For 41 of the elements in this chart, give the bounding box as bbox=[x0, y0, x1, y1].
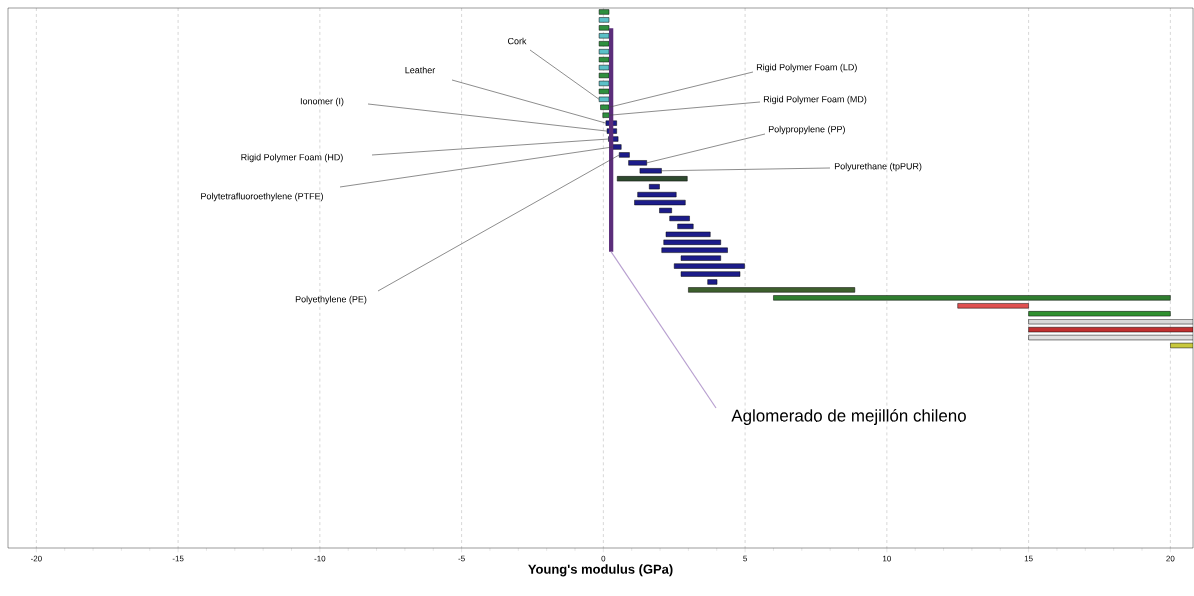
bar bbox=[677, 223, 694, 230]
annotation: Polyurethane (tpPUR) bbox=[834, 162, 922, 172]
x-axis-title: Young's modulus (GPa) bbox=[528, 564, 673, 577]
bar bbox=[665, 231, 711, 237]
bar bbox=[707, 279, 718, 285]
bar bbox=[598, 41, 610, 47]
bar bbox=[602, 112, 610, 118]
bar bbox=[598, 49, 610, 55]
bar bbox=[617, 176, 688, 182]
bar bbox=[649, 184, 660, 190]
bar bbox=[628, 160, 647, 166]
annotation: Leather bbox=[405, 66, 436, 74]
bar bbox=[673, 263, 745, 269]
band-label: Aglomerado de mejillón chileno bbox=[731, 409, 966, 425]
bar bbox=[600, 104, 610, 110]
annotation: Cork bbox=[507, 37, 527, 45]
annotation: Polytetrafluoroethylene (PTFE) bbox=[201, 192, 323, 202]
bar bbox=[661, 247, 728, 253]
bar bbox=[612, 144, 622, 150]
bar bbox=[773, 295, 1171, 301]
annotation: Rigid Polymer Foam (HD) bbox=[241, 153, 343, 163]
bar bbox=[598, 88, 610, 95]
bar bbox=[957, 303, 1029, 309]
annotation: Rigid Polymer Foam (LD) bbox=[756, 63, 857, 73]
annotation: Ionomer (I) bbox=[300, 97, 344, 107]
bar bbox=[598, 33, 610, 39]
annotation: Polypropylene (PP) bbox=[768, 125, 845, 135]
bar bbox=[637, 191, 677, 198]
bar bbox=[598, 17, 610, 23]
bar bbox=[598, 56, 610, 63]
bar bbox=[639, 168, 662, 174]
bar bbox=[680, 271, 741, 277]
bar bbox=[598, 96, 610, 102]
bar bbox=[598, 25, 610, 31]
annotation: Rigid Polymer Foam (MD) bbox=[763, 95, 867, 105]
bar bbox=[680, 255, 721, 261]
bar bbox=[663, 239, 721, 245]
annotation: Polyethylene (PE) bbox=[295, 295, 367, 305]
bar bbox=[618, 152, 630, 158]
bar bbox=[1028, 311, 1171, 317]
bar bbox=[688, 287, 856, 293]
